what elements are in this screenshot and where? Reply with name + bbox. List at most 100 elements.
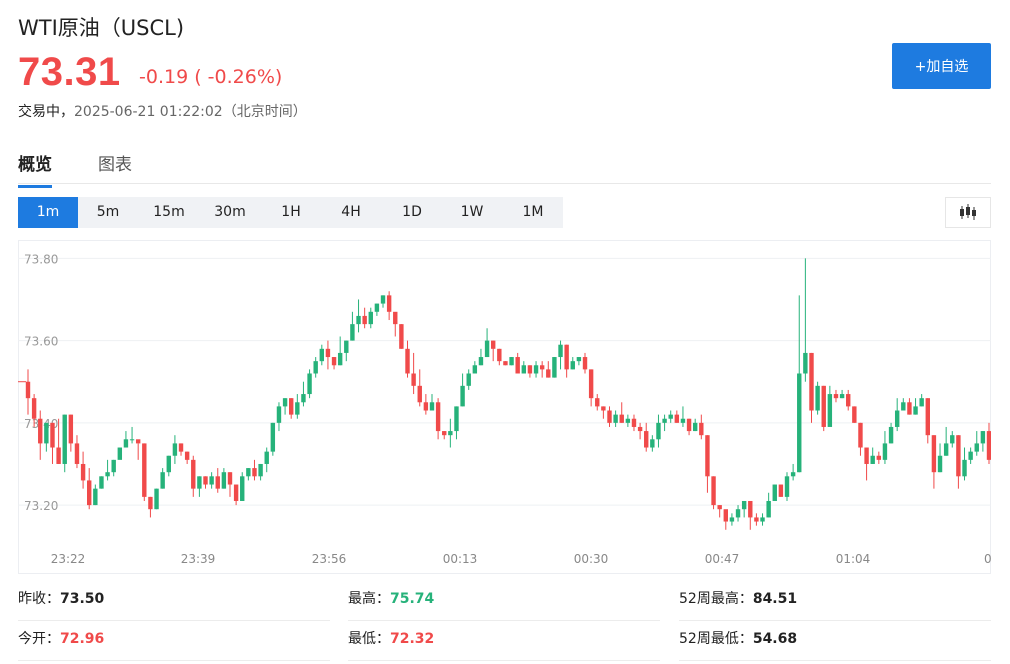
instrument-title: WTI原油（USCL) [18, 16, 185, 40]
candle-body [625, 418, 631, 423]
candle-body [429, 402, 435, 411]
period-1mo[interactable]: 1M [503, 197, 563, 228]
price-change: -0.19 ( -0.26%) [139, 66, 283, 88]
stat-label: 昨收： [18, 591, 60, 607]
candle-body [386, 295, 392, 312]
candle-body [172, 443, 178, 456]
candle-body [919, 398, 924, 407]
candle-body [521, 365, 527, 374]
candle-body [852, 406, 857, 423]
candle-body [337, 352, 343, 366]
candle-body [974, 443, 979, 452]
candle-body [748, 500, 753, 518]
candle-body [331, 357, 337, 366]
price-chart[interactable]: 73.8073.6073.4073.2023:2223:3923:5600:13… [18, 240, 991, 574]
candle-body [797, 373, 802, 473]
candle-body [74, 443, 80, 464]
candle-body [870, 455, 875, 464]
candle-body [576, 357, 582, 362]
period-1h[interactable]: 1H [261, 197, 321, 228]
candle-body [821, 385, 826, 427]
candle-body [423, 402, 429, 411]
chart-type-button[interactable] [945, 197, 991, 228]
candle-body [472, 365, 478, 374]
candle-body [680, 418, 686, 423]
candle-body [601, 406, 606, 411]
period-5m[interactable]: 5m [78, 197, 138, 228]
candle-body [784, 476, 790, 497]
candle-body [943, 443, 949, 456]
candle-body [484, 340, 490, 358]
candle-body [117, 447, 123, 460]
candle-body [735, 509, 741, 518]
candle-body [215, 476, 220, 489]
add-watchlist-button[interactable]: +加自选 [892, 43, 991, 89]
candle-body [99, 476, 104, 489]
candle-body [570, 361, 575, 370]
candle-body [166, 455, 171, 473]
candle-body [937, 455, 943, 473]
candle-body [503, 361, 508, 366]
last-price: 73.31 [18, 50, 121, 94]
stat-low: 最低：72.32 [348, 628, 660, 661]
tab-overview[interactable]: 概览 [18, 150, 52, 188]
tab-chart[interactable]: 图表 [98, 155, 132, 175]
stat-value: 73.50 [60, 591, 105, 607]
candle-body [197, 476, 202, 489]
period-1m[interactable]: 1m [18, 197, 78, 228]
stat-label: 52周最低： [679, 631, 753, 647]
candle-body [50, 422, 55, 448]
quote-timestamp: 2025-06-21 01:22:02（北京时间） [74, 104, 307, 120]
candle-body [270, 422, 276, 452]
candle-body [931, 435, 937, 473]
candle-body [699, 422, 704, 436]
stat-high: 最高：75.74 [348, 588, 660, 621]
candle-body [956, 435, 961, 477]
candle-body [980, 431, 986, 444]
candle-body [411, 373, 416, 386]
candle-body [240, 476, 245, 501]
candle-body [846, 394, 851, 407]
candle-body [258, 463, 263, 477]
candle-body [68, 414, 74, 444]
period-1d[interactable]: 1D [382, 197, 442, 228]
candle-body [913, 406, 918, 415]
candle-body [729, 517, 735, 522]
candle-body [686, 418, 692, 432]
candle-body [350, 324, 355, 341]
candle-body [393, 311, 398, 325]
stat-value: 54.68 [752, 631, 798, 647]
y-tick-label: 73.80 [24, 252, 58, 266]
candle-body [497, 348, 502, 362]
candle-body [858, 422, 863, 448]
candle-body [356, 315, 361, 325]
candle-body [552, 357, 557, 378]
candle-body [711, 476, 716, 506]
candle-body [105, 472, 110, 477]
period-30m[interactable]: 30m [200, 197, 260, 228]
period-4h[interactable]: 4H [321, 197, 381, 228]
candle-body [399, 324, 404, 349]
candle-body [442, 431, 447, 436]
candle-body [907, 402, 912, 415]
candle-body [135, 439, 141, 444]
stat-prev-close: 昨收：73.50 [18, 588, 330, 621]
candle-body [741, 500, 747, 510]
period-15m[interactable]: 15m [139, 197, 199, 228]
x-tick-label: 23:22 [51, 552, 86, 566]
candle-body [123, 439, 129, 448]
candle-body [62, 414, 67, 464]
stat-label: 最高： [348, 591, 390, 607]
candle-body [233, 484, 239, 501]
stat-label: 最低： [348, 631, 390, 647]
candle-body [405, 348, 410, 374]
x-tick-label: 01:04 [836, 552, 871, 566]
candle-body [25, 381, 31, 399]
candle-body [546, 369, 551, 378]
period-1w[interactable]: 1W [442, 197, 502, 228]
x-tick-label: 23:39 [181, 552, 216, 566]
candle-body [772, 484, 777, 501]
candle-body [448, 431, 453, 436]
candle-body [882, 443, 888, 460]
stat-value: 84.51 [752, 591, 798, 607]
